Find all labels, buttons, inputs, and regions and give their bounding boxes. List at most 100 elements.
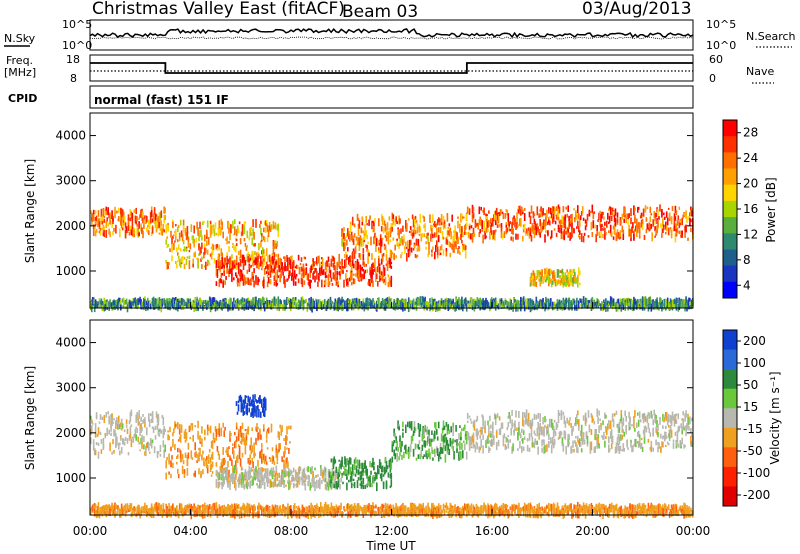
data-cell xyxy=(356,459,359,468)
data-cell xyxy=(654,220,656,225)
data-cell xyxy=(385,298,388,305)
data-cell xyxy=(213,297,216,305)
data-cell xyxy=(246,253,249,262)
data-cell xyxy=(162,432,165,439)
data-cell xyxy=(359,253,362,260)
data-cell xyxy=(355,301,358,308)
data-cell xyxy=(417,246,420,252)
data-cell xyxy=(123,216,126,225)
data-cell xyxy=(254,410,256,414)
data-cell xyxy=(557,279,560,284)
data-cell xyxy=(452,427,454,437)
data-cell xyxy=(140,423,142,429)
data-cell xyxy=(486,301,488,309)
data-cell xyxy=(360,463,363,469)
data-cell xyxy=(523,213,526,221)
data-cell xyxy=(533,213,536,217)
data-cell xyxy=(536,304,539,309)
data-cell xyxy=(300,477,303,481)
data-cell xyxy=(292,304,294,308)
data-cell xyxy=(478,219,481,225)
data-cell xyxy=(604,227,606,234)
data-cell xyxy=(279,268,281,273)
data-cell xyxy=(259,223,261,228)
data-cell xyxy=(409,226,412,230)
data-cell xyxy=(346,303,348,312)
data-cell xyxy=(322,269,325,275)
data-cell xyxy=(328,471,331,478)
data-cell xyxy=(349,457,351,464)
data-cell xyxy=(273,240,276,249)
data-cell xyxy=(168,471,170,475)
data-cell xyxy=(186,225,189,234)
data-cell xyxy=(602,234,604,239)
data-cell xyxy=(555,214,558,220)
data-cell xyxy=(370,270,372,274)
data-cell xyxy=(379,244,382,253)
data-cell xyxy=(176,423,178,427)
data-cell xyxy=(210,300,213,305)
data-cell xyxy=(240,270,243,279)
data-cell xyxy=(684,213,686,216)
data-cell xyxy=(112,421,114,424)
data-cell xyxy=(256,305,258,309)
data-cell xyxy=(272,221,275,230)
data-cell xyxy=(180,257,183,263)
data-cell xyxy=(446,301,449,306)
data-cell xyxy=(172,297,174,307)
data-cell xyxy=(230,259,232,266)
data-cell xyxy=(457,300,459,309)
data-cell xyxy=(496,305,499,308)
data-cell xyxy=(557,269,560,277)
data-cell xyxy=(110,215,112,219)
data-cell xyxy=(206,301,209,306)
data-cell xyxy=(378,247,380,254)
data-cell xyxy=(174,231,176,234)
data-cell xyxy=(465,222,468,227)
data-cell xyxy=(165,299,167,304)
data-cell xyxy=(349,457,352,465)
data-cell xyxy=(357,217,360,221)
data-cell xyxy=(423,233,425,237)
data-cell xyxy=(299,466,302,472)
data-cell xyxy=(317,299,319,302)
data-cell xyxy=(485,235,487,239)
data-cell xyxy=(237,250,240,255)
data-cell xyxy=(188,250,191,253)
data-cell xyxy=(339,270,341,277)
data-cell xyxy=(483,220,485,227)
data-cell xyxy=(617,298,620,304)
data-cell xyxy=(271,447,274,452)
data-cell xyxy=(293,270,296,278)
data-cell xyxy=(285,266,287,272)
data-cell xyxy=(257,459,259,467)
data-cell xyxy=(164,214,166,221)
data-cell xyxy=(249,227,251,237)
data-cell xyxy=(137,305,139,308)
data-cell xyxy=(609,206,612,216)
data-cell xyxy=(665,232,667,235)
data-cell xyxy=(405,298,407,307)
data-cell xyxy=(244,221,247,224)
data-cell xyxy=(125,298,128,304)
data-cell xyxy=(404,245,406,254)
data-cell xyxy=(276,461,279,465)
data-cell xyxy=(668,303,671,310)
data-cell xyxy=(584,225,587,231)
data-cell xyxy=(613,229,616,235)
data-cell xyxy=(264,304,267,309)
data-cell xyxy=(614,218,617,227)
data-cell xyxy=(194,425,196,428)
data-cell xyxy=(498,428,501,434)
data-cell xyxy=(181,453,184,460)
data-cell xyxy=(448,240,451,247)
data-cell xyxy=(643,303,646,308)
data-cell xyxy=(114,429,116,436)
data-cell xyxy=(260,303,262,309)
data-cell xyxy=(256,264,258,269)
data-cell xyxy=(232,471,234,480)
data-cell xyxy=(339,483,341,490)
data-cell xyxy=(407,245,409,253)
data-cell xyxy=(337,480,339,488)
data-cell xyxy=(148,300,150,308)
